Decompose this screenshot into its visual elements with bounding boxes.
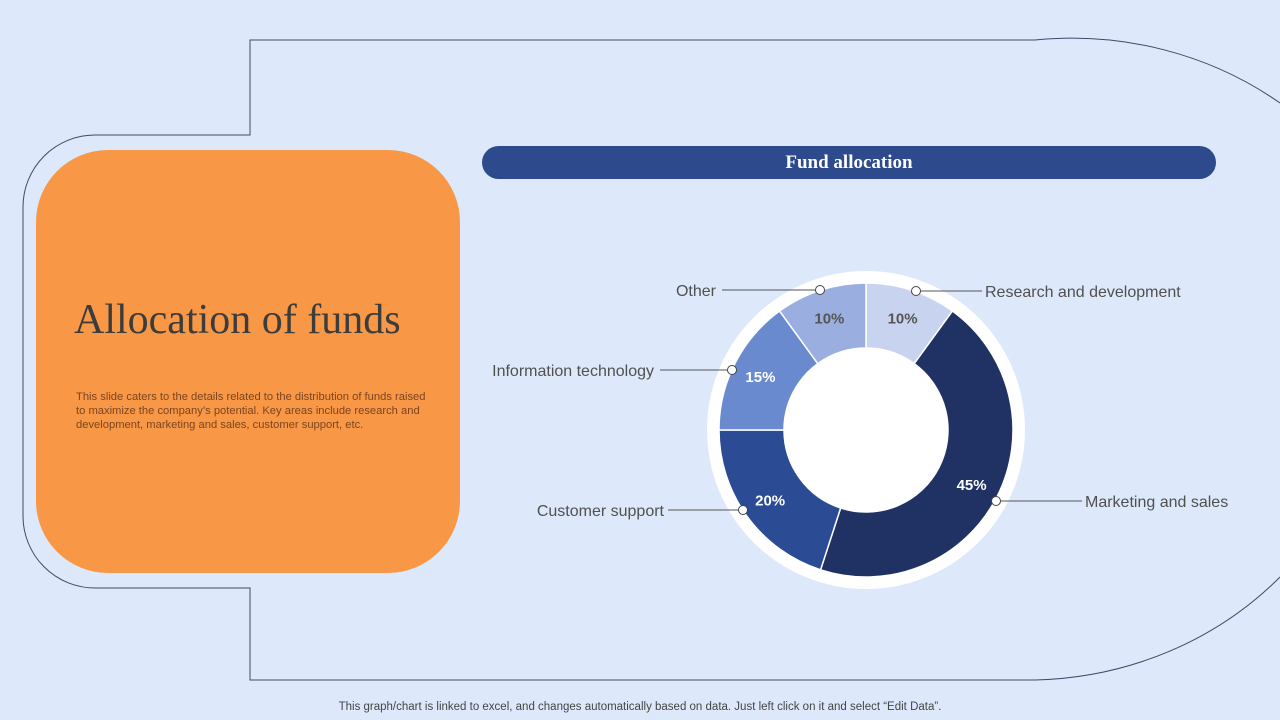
slice-value-label: 15% xyxy=(745,369,775,386)
slice-value-label: 10% xyxy=(888,310,918,327)
chart-title: Fund allocation xyxy=(785,151,913,173)
slice-value-label: 20% xyxy=(755,493,785,510)
callout-dot xyxy=(727,365,737,375)
slide-description: This slide caters to the details related… xyxy=(76,391,426,432)
intro-card xyxy=(36,150,460,573)
callout-dot xyxy=(991,496,1001,506)
slice-customer-support[interactable] xyxy=(718,429,842,571)
footer-note: This graph/chart is linked to excel, and… xyxy=(338,701,942,713)
category-label-marketing-and-sales: Marketing and sales xyxy=(1085,494,1228,511)
donut-hole xyxy=(785,349,947,511)
category-label-other: Other xyxy=(676,283,717,300)
slice-value-label: 45% xyxy=(957,477,987,494)
slice-marketing-and-sales[interactable] xyxy=(819,310,1014,578)
callout-dot xyxy=(911,286,921,296)
slice-other[interactable] xyxy=(778,282,867,365)
chart-title-banner: Fund allocation xyxy=(482,146,1216,179)
callout-dot xyxy=(738,505,748,515)
slice-value-label: 10% xyxy=(814,310,844,327)
category-label-information-technology: Information technology xyxy=(492,363,654,380)
slide-title: Allocation of funds xyxy=(74,297,401,343)
category-label-research-and-development: Research and development xyxy=(985,284,1181,301)
category-label-customer-support: Customer support xyxy=(537,503,665,520)
callout-dot xyxy=(815,285,825,295)
